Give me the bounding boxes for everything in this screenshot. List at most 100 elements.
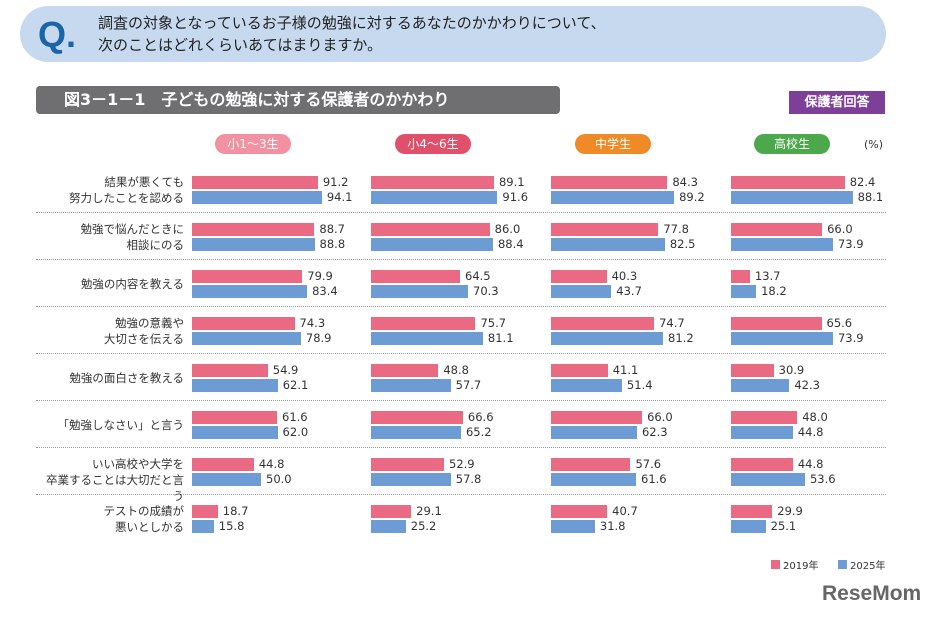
value-label-2025: 57.7 — [455, 378, 482, 392]
bar-2019 — [731, 176, 845, 189]
value-label-2019: 66.0 — [647, 410, 673, 424]
row-divider — [36, 306, 886, 307]
bar-2025 — [551, 520, 595, 533]
value-label-2019: 44.8 — [258, 457, 285, 471]
bar-2025 — [371, 332, 483, 345]
value-label-2025: 18.2 — [761, 284, 787, 298]
bar-2025 — [731, 332, 833, 345]
bar-2025 — [192, 285, 308, 298]
value-label-2025: 15.8 — [218, 519, 245, 533]
value-label-2025: 91.6 — [502, 190, 529, 204]
bar-2025 — [551, 426, 637, 439]
bar-2019 — [192, 364, 268, 377]
value-label-2019: 77.8 — [663, 222, 689, 236]
group-header: 高校生 — [754, 134, 830, 154]
bar-2019 — [551, 223, 659, 236]
value-label-2025: 62.1 — [282, 378, 309, 392]
value-label-2025: 73.9 — [837, 237, 864, 251]
bar-2019 — [192, 411, 277, 424]
bar-2019 — [551, 176, 668, 189]
bar-2019 — [731, 317, 822, 330]
bar-2025 — [731, 238, 833, 251]
value-label-2019: 74.7 — [659, 316, 685, 330]
bar-2025 — [192, 238, 315, 251]
value-label-2025: 88.8 — [319, 237, 346, 251]
row-label: 「勉強しなさい」と言う — [57, 418, 185, 432]
value-label-2025: 25.1 — [770, 519, 797, 533]
value-label-2025: 83.4 — [312, 284, 338, 298]
value-label-2019: 66.6 — [467, 410, 494, 424]
value-label-2019: 65.6 — [826, 316, 853, 330]
question-mark: Q. — [38, 14, 77, 55]
question-line-2: 次のことはどれくらいあてはまりますか。 — [98, 36, 383, 54]
value-label-2025: 44.8 — [797, 425, 824, 439]
value-label-2019: 48.8 — [443, 363, 469, 377]
value-label-2019: 57.6 — [635, 457, 662, 471]
value-label-2025: 78.9 — [305, 331, 332, 345]
legend-swatch-2019 — [771, 560, 780, 569]
value-label-2019: 54.9 — [272, 363, 299, 377]
bar-2019 — [371, 364, 439, 377]
bar-2025 — [731, 379, 790, 392]
row-label: 勉強で悩んだときに 相談にのる — [80, 222, 185, 252]
bar-2025 — [731, 191, 853, 204]
bar-2019 — [371, 505, 412, 518]
value-label-2025: 88.4 — [497, 237, 524, 251]
value-label-2019: 88.7 — [319, 222, 345, 236]
bar-2019 — [371, 270, 460, 283]
bar-2025 — [371, 426, 461, 439]
bar-2019 — [192, 270, 303, 283]
resemom-logo: ReseMom — [822, 582, 922, 605]
row-divider — [36, 212, 886, 213]
row-divider — [36, 400, 886, 401]
bar-2025 — [551, 238, 665, 251]
value-label-2019: 89.1 — [498, 175, 525, 189]
question-box — [20, 6, 886, 62]
legend-swatch-2025 — [838, 560, 847, 569]
bar-2019 — [371, 317, 476, 330]
question-line-1: 調査の対象となっているお子様の勉強に対するあなたのかかわりについて、 — [98, 14, 606, 32]
value-label-2019: 18.7 — [222, 504, 249, 518]
bar-2025 — [371, 473, 451, 486]
bar-2019 — [371, 176, 494, 189]
value-label-2025: 42.3 — [794, 378, 820, 392]
value-label-2019: 48.0 — [802, 410, 828, 424]
bar-2025 — [192, 520, 214, 533]
bar-2025 — [551, 332, 664, 345]
bar-2019 — [551, 505, 608, 518]
bar-2019 — [371, 458, 444, 471]
bar-2025 — [731, 473, 805, 486]
row-divider — [36, 494, 886, 495]
value-label-2019: 29.1 — [416, 504, 442, 518]
value-label-2025: 51.4 — [626, 378, 653, 392]
bar-2019 — [192, 317, 295, 330]
bar-2019 — [192, 458, 254, 471]
bar-2025 — [192, 426, 278, 439]
bar-2019 — [731, 223, 823, 236]
bar-2019 — [192, 505, 218, 518]
bar-2019 — [551, 317, 655, 330]
legend-2019: 2019年 — [771, 557, 818, 572]
bar-2025 — [731, 285, 757, 298]
bar-2019 — [371, 411, 463, 424]
value-label-2025: 53.6 — [809, 472, 836, 486]
value-label-2019: 84.3 — [672, 175, 698, 189]
bar-2025 — [371, 379, 451, 392]
value-label-2019: 40.3 — [611, 269, 638, 283]
bar-2025 — [551, 191, 675, 204]
value-label-2019: 40.7 — [612, 504, 638, 518]
legend-2025: 2025年 — [838, 557, 885, 572]
value-label-2019: 79.9 — [307, 269, 333, 283]
group-header: 小4～6生 — [395, 134, 471, 154]
value-label-2019: 91.2 — [322, 175, 349, 189]
value-label-2025: 81.1 — [487, 331, 514, 345]
bar-2019 — [731, 411, 798, 424]
bar-2019 — [371, 223, 490, 236]
value-label-2019: 52.9 — [449, 457, 475, 471]
bar-2019 — [551, 270, 607, 283]
value-label-2019: 86.0 — [494, 222, 521, 236]
bar-2025 — [551, 379, 622, 392]
bar-2019 — [551, 411, 643, 424]
group-header: 小1～3生 — [215, 134, 291, 154]
